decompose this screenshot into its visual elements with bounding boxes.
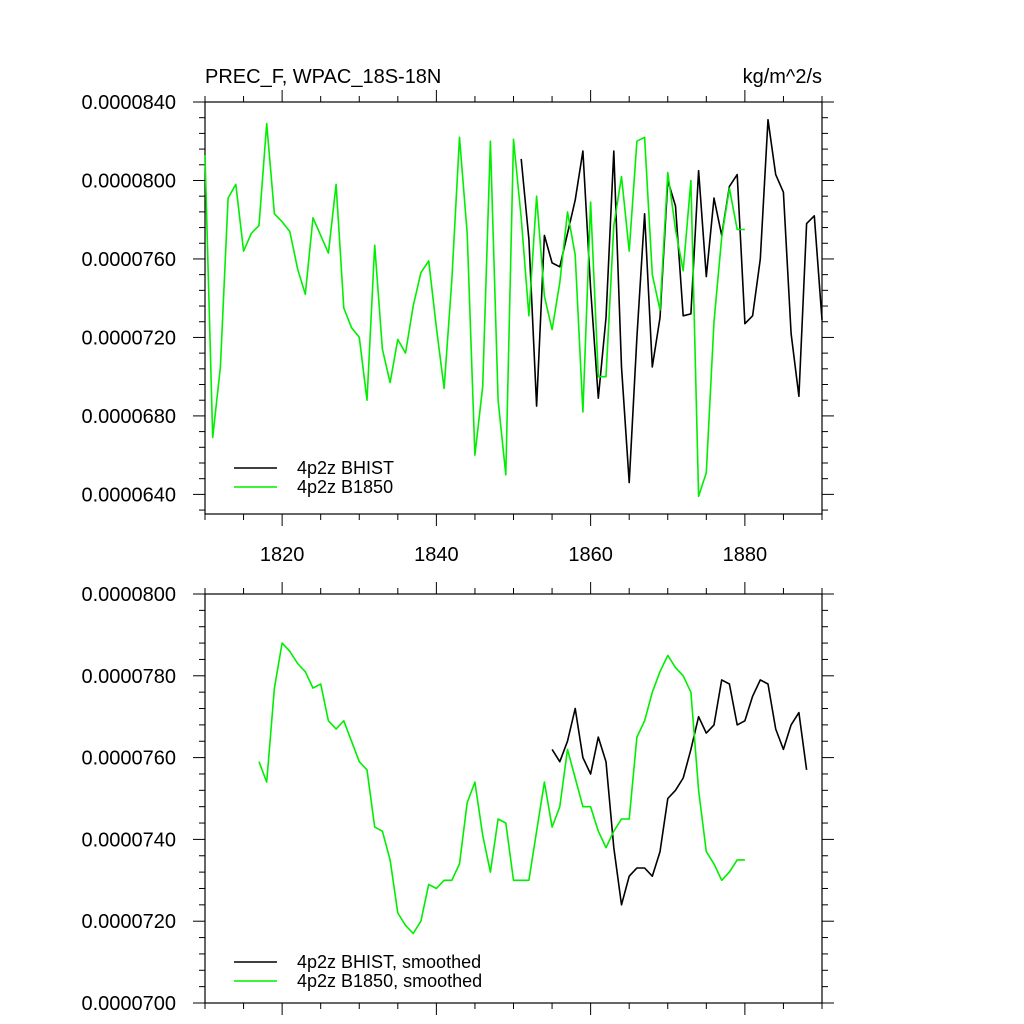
plot-frame [204,593,823,1004]
y-tick-label: 0.0000800 [81,170,176,192]
legend-label: 4p2z B1850, smoothed [297,971,482,991]
y-tick-label: 0.0000720 [81,911,176,933]
series-line-1 [551,679,808,906]
chart-panel-2: 0.0000700 0.0000720 0.0000740 0.0000760 0.00… [81,582,834,1015]
x-tick-label: 1860 [568,544,613,566]
series-line-2 [204,122,745,498]
legend-label: 4p2z BHIST, smoothed [297,952,481,972]
legend-label: 4p2z B1850 [297,477,393,497]
y-tick-label: 0.0000640 [81,484,176,506]
legend-label: 4p2z BHIST [297,458,394,478]
chart-panel-1: 0.0000640 0.0000680 0.0000720 0.0000760 0.00… [81,66,834,566]
chart-title: PREC_F, WPAC_18S-18N [205,66,441,88]
y-tick-label: 0.0000800 [81,584,176,606]
x-tick-label: 1820 [260,544,305,566]
y-tick-label: 0.0000680 [81,406,176,428]
chart-units: kg/m^2/s [743,66,822,88]
x-tick-label: 1880 [723,544,768,566]
y-tick-label: 0.0000760 [81,748,176,770]
series-line-2 [258,642,745,935]
x-tick-label: 1840 [414,544,459,566]
series-line-1 [520,118,823,484]
y-tick-label: 0.0000760 [81,249,176,271]
y-tick-label: 0.0000700 [81,993,176,1015]
y-tick-label: 0.0000840 [81,92,176,114]
y-tick-label: 0.0000780 [81,666,176,688]
y-tick-label: 0.0000720 [81,327,176,349]
y-tick-label: 0.0000740 [81,829,176,851]
